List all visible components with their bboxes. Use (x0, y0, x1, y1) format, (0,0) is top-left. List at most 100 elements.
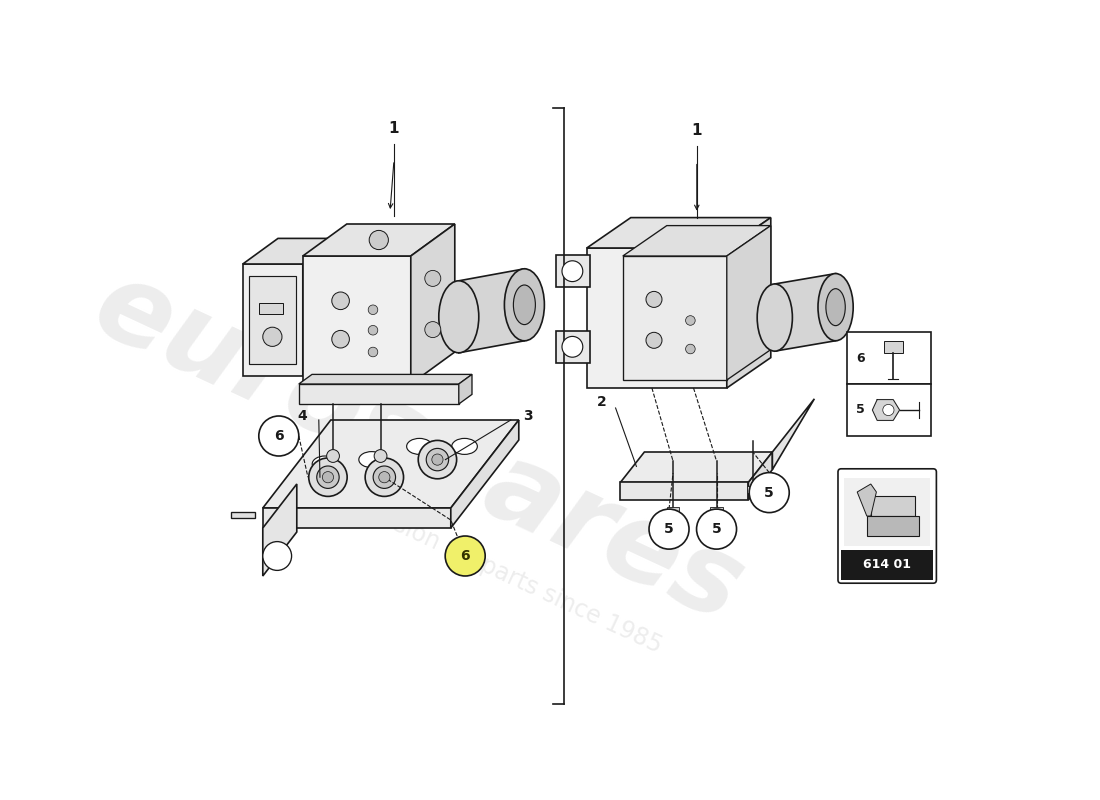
Circle shape (378, 471, 390, 482)
Text: 6: 6 (274, 429, 284, 443)
Ellipse shape (757, 284, 792, 351)
Circle shape (332, 330, 350, 348)
Circle shape (263, 327, 282, 346)
Text: 1: 1 (388, 121, 399, 136)
FancyBboxPatch shape (867, 516, 918, 536)
FancyBboxPatch shape (747, 486, 760, 493)
Text: 5: 5 (664, 522, 674, 536)
Circle shape (562, 261, 583, 282)
Text: 5: 5 (764, 486, 774, 499)
FancyBboxPatch shape (557, 331, 590, 363)
Text: 1: 1 (692, 122, 702, 138)
Polygon shape (620, 452, 772, 482)
Circle shape (418, 440, 456, 478)
Circle shape (365, 458, 404, 496)
Polygon shape (410, 224, 454, 384)
Circle shape (309, 458, 348, 496)
FancyBboxPatch shape (847, 384, 931, 436)
Circle shape (685, 316, 695, 326)
Ellipse shape (407, 438, 432, 454)
Polygon shape (258, 303, 283, 314)
Circle shape (432, 454, 443, 465)
Circle shape (368, 347, 377, 357)
Polygon shape (299, 374, 472, 384)
Circle shape (649, 509, 689, 549)
Circle shape (749, 473, 789, 513)
Circle shape (317, 466, 339, 488)
Polygon shape (586, 218, 771, 248)
Polygon shape (871, 496, 915, 516)
Polygon shape (243, 264, 302, 376)
Text: eurospares: eurospares (78, 251, 760, 645)
Polygon shape (872, 399, 900, 421)
FancyBboxPatch shape (845, 478, 930, 546)
Polygon shape (302, 256, 410, 384)
Circle shape (696, 509, 737, 549)
Polygon shape (774, 274, 836, 351)
Circle shape (685, 344, 695, 354)
Polygon shape (263, 484, 297, 576)
FancyBboxPatch shape (250, 276, 296, 364)
Circle shape (370, 230, 388, 250)
Circle shape (368, 305, 377, 314)
Polygon shape (620, 482, 748, 500)
Polygon shape (586, 248, 727, 388)
Circle shape (562, 336, 583, 357)
Ellipse shape (505, 269, 544, 341)
Polygon shape (623, 226, 771, 256)
Polygon shape (263, 508, 451, 528)
FancyBboxPatch shape (842, 550, 933, 580)
Circle shape (883, 404, 894, 416)
Circle shape (368, 326, 377, 335)
Text: 614 01: 614 01 (864, 558, 911, 571)
Circle shape (646, 332, 662, 348)
FancyBboxPatch shape (667, 506, 680, 513)
Ellipse shape (818, 274, 854, 341)
Text: a passion for parts since 1985: a passion for parts since 1985 (332, 486, 666, 658)
Ellipse shape (514, 285, 536, 325)
Polygon shape (231, 512, 255, 518)
Circle shape (258, 416, 299, 456)
FancyBboxPatch shape (838, 469, 936, 583)
Text: 6: 6 (857, 351, 865, 365)
Text: 5: 5 (857, 403, 865, 417)
Ellipse shape (452, 438, 477, 454)
Polygon shape (727, 218, 771, 388)
Polygon shape (302, 224, 454, 256)
Polygon shape (243, 238, 338, 264)
Circle shape (426, 448, 449, 470)
Polygon shape (772, 398, 814, 470)
Circle shape (373, 466, 396, 488)
Circle shape (446, 536, 485, 576)
Polygon shape (302, 238, 338, 376)
Circle shape (425, 270, 441, 286)
Circle shape (425, 322, 441, 338)
Ellipse shape (312, 456, 338, 472)
Circle shape (332, 292, 350, 310)
FancyBboxPatch shape (883, 341, 903, 354)
Circle shape (646, 291, 662, 307)
Circle shape (263, 542, 292, 570)
Text: 2: 2 (597, 395, 607, 410)
Polygon shape (459, 269, 525, 353)
Circle shape (327, 450, 340, 462)
Ellipse shape (359, 451, 384, 467)
Polygon shape (727, 226, 771, 380)
Polygon shape (748, 452, 772, 500)
Text: 6: 6 (461, 549, 470, 563)
Polygon shape (451, 420, 519, 528)
FancyBboxPatch shape (557, 255, 590, 287)
Text: 5: 5 (712, 522, 722, 536)
FancyBboxPatch shape (847, 332, 931, 384)
Polygon shape (623, 256, 727, 380)
Text: 4: 4 (297, 409, 307, 423)
Text: 3: 3 (522, 409, 532, 423)
Polygon shape (459, 374, 472, 404)
Ellipse shape (439, 281, 478, 353)
Polygon shape (299, 384, 459, 404)
FancyBboxPatch shape (711, 506, 723, 513)
Ellipse shape (826, 289, 845, 326)
Polygon shape (263, 420, 519, 508)
Circle shape (322, 471, 333, 482)
Circle shape (374, 450, 387, 462)
